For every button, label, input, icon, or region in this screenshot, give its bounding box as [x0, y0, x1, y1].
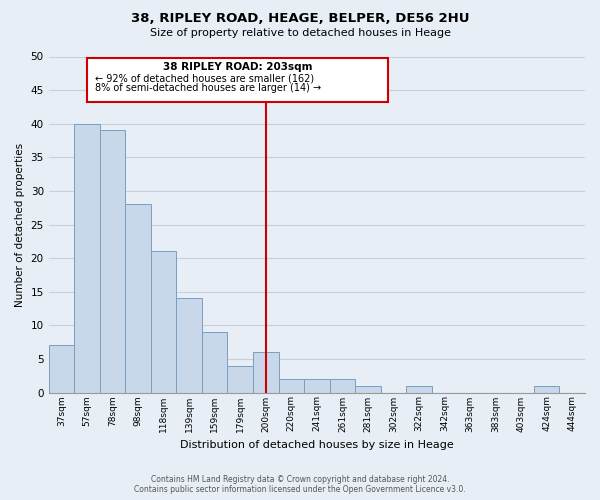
- Text: Size of property relative to detached houses in Heage: Size of property relative to detached ho…: [149, 28, 451, 38]
- Bar: [534, 386, 559, 392]
- X-axis label: Distribution of detached houses by size in Heage: Distribution of detached houses by size …: [180, 440, 454, 450]
- Text: ← 92% of detached houses are smaller (162): ← 92% of detached houses are smaller (16…: [95, 74, 314, 84]
- Bar: [125, 204, 151, 392]
- Bar: [304, 379, 329, 392]
- FancyBboxPatch shape: [87, 58, 388, 102]
- Text: 38 RIPLEY ROAD: 203sqm: 38 RIPLEY ROAD: 203sqm: [163, 62, 313, 72]
- Text: 38, RIPLEY ROAD, HEAGE, BELPER, DE56 2HU: 38, RIPLEY ROAD, HEAGE, BELPER, DE56 2HU: [131, 12, 469, 26]
- Y-axis label: Number of detached properties: Number of detached properties: [15, 142, 25, 306]
- Text: 8% of semi-detached houses are larger (14) →: 8% of semi-detached houses are larger (1…: [95, 84, 321, 94]
- Bar: [100, 130, 125, 392]
- Bar: [49, 346, 74, 393]
- Text: Contains HM Land Registry data © Crown copyright and database right 2024.: Contains HM Land Registry data © Crown c…: [151, 475, 449, 484]
- Bar: [406, 386, 432, 392]
- Bar: [227, 366, 253, 392]
- Bar: [329, 379, 355, 392]
- Bar: [202, 332, 227, 392]
- Text: Contains public sector information licensed under the Open Government Licence v3: Contains public sector information licen…: [134, 485, 466, 494]
- Bar: [74, 124, 100, 392]
- Bar: [176, 298, 202, 392]
- Bar: [253, 352, 278, 393]
- Bar: [355, 386, 380, 392]
- Bar: [278, 379, 304, 392]
- Bar: [151, 252, 176, 392]
